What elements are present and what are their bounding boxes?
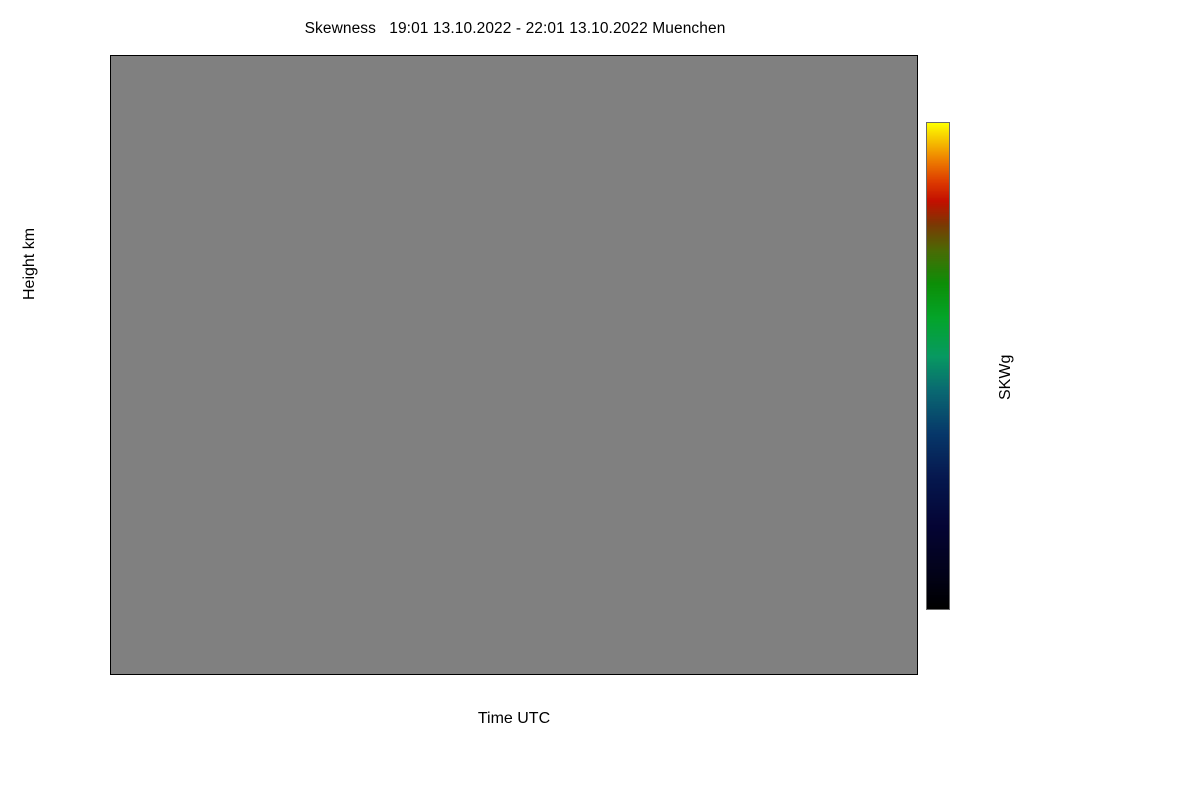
heatmap-canvas[interactable] bbox=[111, 56, 917, 674]
x-axis-title: Time UTC bbox=[477, 710, 551, 727]
y-axis-title: Height km bbox=[21, 227, 38, 300]
colorbar-title: SKWg bbox=[997, 354, 1014, 400]
colorbar-gradient bbox=[927, 123, 949, 609]
colorbar[interactable] bbox=[926, 122, 950, 610]
plot-area[interactable] bbox=[110, 55, 918, 675]
page-title: Skewness 19:01 13.10.2022 - 22:01 13.10.… bbox=[304, 20, 726, 37]
